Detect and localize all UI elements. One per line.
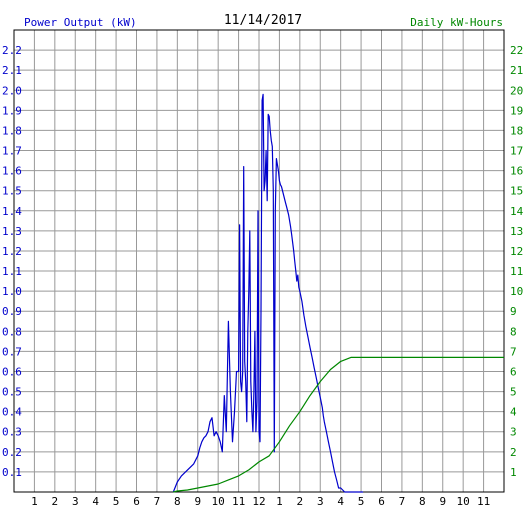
right-tick-label: 22	[510, 44, 523, 57]
left-tick-label: 1.1	[2, 265, 22, 278]
left-tick-label: 0.6	[2, 365, 22, 378]
x-tick-label: 3	[317, 495, 324, 508]
right-tick-label: 2	[510, 446, 517, 459]
left-tick-label: 2.0	[2, 84, 22, 97]
x-tick-label: 5	[358, 495, 365, 508]
right-tick-label: 17	[510, 145, 523, 158]
x-axis-ticks: 1 2 3 4 5 6 7 8 9 10 11 12 1 2 3 4 5 6 7 8 9 10 11	[31, 495, 490, 508]
x-tick-label: 4	[337, 495, 344, 508]
right-tick-label: 15	[510, 185, 523, 198]
left-tick-label: 1.3	[2, 225, 22, 238]
right-tick-label: 5	[510, 386, 517, 399]
left-axis-ticks: 0.1 0.2 0.3 0.4 0.5 0.6 0.7 0.8 0.9 1.0 1.1 1.2 1.3 1…	[2, 44, 22, 479]
right-tick-label: 8	[510, 325, 517, 338]
daily-kwh-series-line	[173, 356, 504, 493]
left-tick-label: 1.4	[2, 205, 22, 218]
left-tick-label: 1.8	[2, 124, 22, 137]
x-tick-label: 9	[194, 495, 201, 508]
left-tick-label: 1.2	[2, 245, 22, 258]
right-tick-label: 18	[510, 124, 523, 137]
left-axis-label: Power Output (kW)	[24, 16, 137, 29]
left-tick-label: 0.1	[2, 466, 22, 479]
right-tick-label: 10	[510, 285, 523, 298]
x-tick-label: 10	[212, 495, 225, 508]
right-tick-label: 6	[510, 365, 517, 378]
right-tick-label: 21	[510, 64, 523, 77]
x-tick-label: 2	[297, 495, 304, 508]
x-tick-label: 5	[113, 495, 120, 508]
left-tick-label: 0.9	[2, 305, 22, 318]
right-tick-label: 13	[510, 225, 523, 238]
left-tick-label: 1.5	[2, 185, 22, 198]
grid-lines	[14, 30, 504, 492]
left-tick-label: 1.0	[2, 285, 22, 298]
x-tick-label: 8	[419, 495, 426, 508]
right-tick-label: 1	[510, 466, 517, 479]
left-tick-label: 1.6	[2, 165, 22, 178]
right-tick-label: 19	[510, 104, 523, 117]
power-output-series-line	[172, 93, 364, 493]
x-tick-label: 12	[252, 495, 265, 508]
left-tick-label: 0.3	[2, 426, 22, 439]
right-tick-label: 20	[510, 84, 523, 97]
x-tick-label: 2	[52, 495, 59, 508]
left-tick-label: 0.5	[2, 386, 22, 399]
series-layer	[172, 93, 504, 493]
x-tick-label: 11	[477, 495, 490, 508]
x-tick-label: 9	[439, 495, 446, 508]
x-tick-label: 11	[232, 495, 245, 508]
right-tick-label: 14	[510, 205, 524, 218]
right-tick-label: 12	[510, 245, 523, 258]
right-tick-label: 11	[510, 265, 523, 278]
x-tick-label: 6	[133, 495, 140, 508]
left-tick-label: 0.7	[2, 345, 22, 358]
left-tick-label: 1.7	[2, 145, 22, 158]
x-tick-label: 7	[154, 495, 161, 508]
x-tick-label: 7	[399, 495, 406, 508]
x-tick-label: 1	[31, 495, 38, 508]
left-tick-label: 2.2	[2, 44, 22, 57]
x-tick-label: 10	[457, 495, 470, 508]
left-tick-label: 1.9	[2, 104, 22, 117]
left-tick-label: 0.2	[2, 446, 22, 459]
right-tick-label: 3	[510, 426, 517, 439]
right-axis-label: Daily kW-Hours	[410, 16, 503, 29]
right-tick-label: 16	[510, 165, 523, 178]
left-tick-label: 0.4	[2, 406, 22, 419]
x-tick-label: 4	[92, 495, 99, 508]
chart-title: 11/14/2017	[224, 13, 302, 28]
right-tick-label: 9	[510, 305, 517, 318]
left-tick-label: 2.1	[2, 64, 22, 77]
right-tick-label: 4	[510, 406, 517, 419]
plot-area-frame	[13, 29, 505, 493]
x-tick-label: 8	[174, 495, 181, 508]
x-tick-label: 3	[72, 495, 79, 508]
x-tick-label: 1	[276, 495, 283, 508]
left-tick-label: 0.8	[2, 325, 22, 338]
x-tick-label: 6	[378, 495, 385, 508]
right-tick-label: 7	[510, 345, 517, 358]
